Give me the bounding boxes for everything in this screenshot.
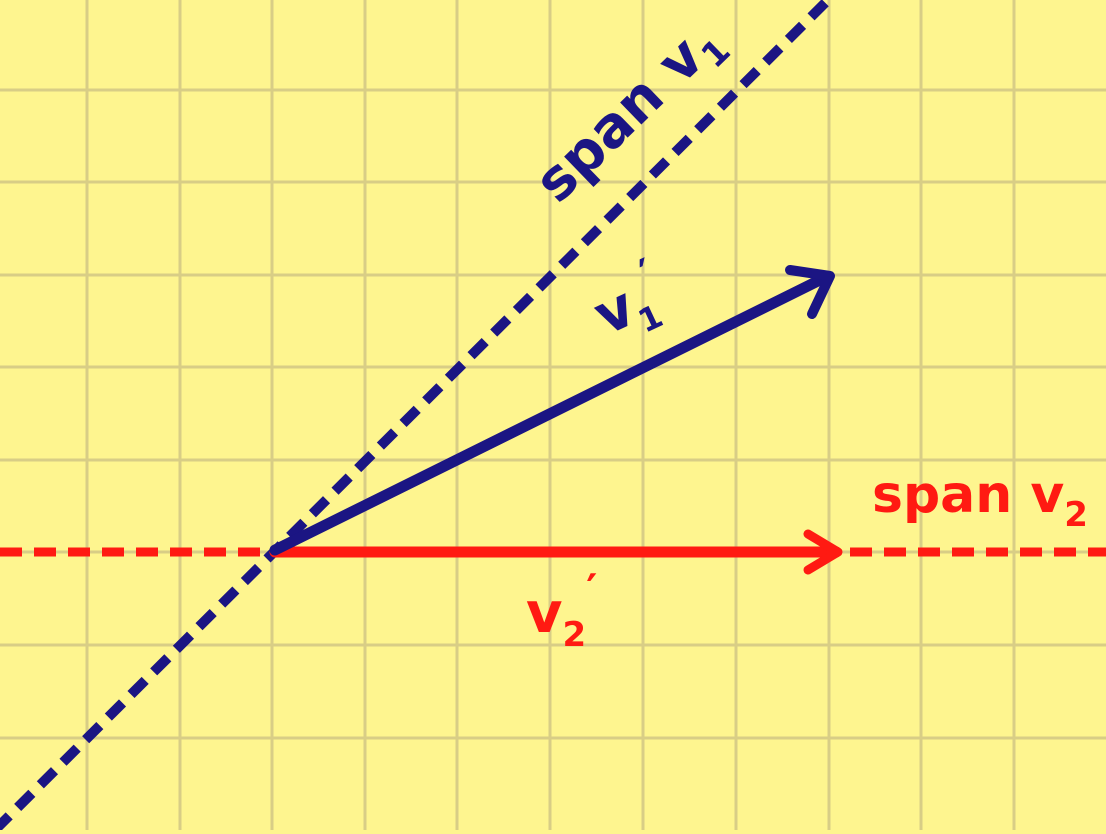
v2-prime-label: v2′ [526,565,597,655]
svg-text:span v2: span v2 [872,465,1088,535]
svg-text:v2′: v2′ [526,565,597,655]
span-v2-label: span v2 [872,465,1088,535]
v2-prime-subscript: 2 [563,615,587,655]
v2-prime-mark: ′ [586,565,597,614]
span-v1-line [0,0,832,830]
span-v2-subscript: 2 [1064,495,1088,535]
span-v2-text: span v [872,465,1064,525]
v2-prime-text: v [526,581,563,646]
v2-prime-arrowhead [803,529,843,575]
v1-prime-arrowhead [785,265,835,319]
v1-prime-vector [269,271,832,556]
